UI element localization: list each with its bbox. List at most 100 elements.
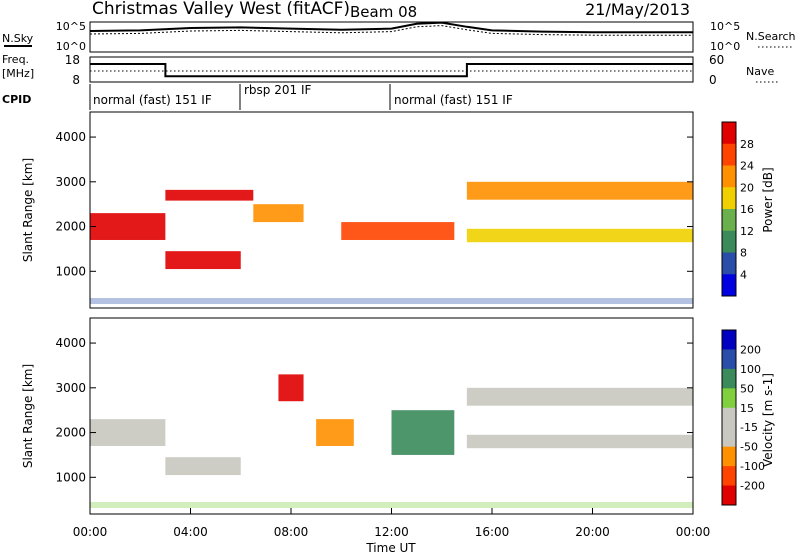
velocity-colorbar-swatch [722, 466, 736, 487]
velocity-colorbar: 200 100 50 15 -15 -50 -100 -200 [721, 329, 765, 506]
velocity-colorbar-tick-label: -200 [740, 480, 765, 493]
heatmap-band [90, 213, 166, 240]
noise-right-label: N.Search [746, 30, 796, 43]
ground-scatter-strip [90, 298, 693, 304]
heatmap-band [466, 434, 693, 449]
power-colorbar-swatch [722, 274, 736, 297]
noise-search-series [89, 25, 693, 36]
velocity-colorbar-swatch [722, 485, 736, 506]
velocity-colorbar-label: Velocity [m s-1] [761, 373, 775, 467]
power-colorbar-swatch [722, 209, 736, 232]
heatmap-band [253, 204, 304, 223]
velocity-colorbar-swatch [722, 388, 736, 409]
noise-right-tick-top: 10^5 [710, 20, 740, 33]
power-colorbar-swatch [722, 230, 736, 253]
heatmap-band [341, 222, 455, 240]
power-colorbar-frame [721, 121, 737, 297]
velocity-colorbar-swatch [722, 368, 736, 389]
power-colorbar-swatch [722, 187, 736, 210]
noise-left-label: N.Sky [2, 32, 34, 45]
heatmap-band [165, 251, 241, 270]
noise-panel-frame [89, 21, 694, 53]
x-tick-label: 12:00 [374, 525, 409, 539]
y-tick-label: 2000 [55, 426, 86, 440]
power-colorbar-label: Power [dB] [761, 167, 775, 232]
nave-label: Nave [746, 65, 774, 78]
freq-left-label-1: Freq. [2, 53, 29, 66]
heatmap-band [466, 181, 693, 200]
freq-series [90, 63, 693, 78]
y-tick-label: 1000 [55, 470, 86, 484]
heatmap-band [90, 419, 166, 446]
velocity-colorbar-tick-label: -50 [740, 441, 758, 454]
x-tick-label: 20:00 [575, 525, 610, 539]
velocity-colorbar-swatch [722, 427, 736, 448]
velocity-colorbar-swatch [722, 349, 736, 370]
noise-left-tick-bottom: 10^0 [56, 40, 86, 53]
power-colorbar-tick-label: 16 [740, 203, 754, 216]
y-tick-label: 2000 [55, 220, 86, 234]
noise-right-tick-bottom: 10^0 [710, 40, 740, 53]
velocity-colorbar-tick-label: 15 [740, 402, 754, 415]
x-axis-ticks: 00:00 04:00 08:00 12:00 16:00 20:00 00:00 [73, 508, 711, 539]
velocity-colorbar-tick-label: -15 [740, 421, 758, 434]
power-colorbar-tick-label: 20 [740, 181, 754, 194]
x-tick-label: 08:00 [274, 525, 309, 539]
velocity-y-label: Slant Range [km] [21, 364, 35, 468]
freq-right-tick-bottom: 0 [709, 73, 717, 87]
noise-left-tick-top: 10^5 [56, 20, 86, 33]
power-colorbar-tick-label: 12 [740, 225, 754, 238]
y-tick-label: 3000 [55, 381, 86, 395]
power-y-ticks: 4000 3000 2000 1000 [55, 130, 693, 278]
freq-right-tick-top: 60 [709, 53, 724, 67]
heatmap-band [165, 189, 254, 201]
noise-sky-series [89, 21, 693, 34]
power-colorbar-tick-label: 28 [740, 138, 754, 151]
velocity-y-ticks: 4000 3000 2000 1000 [55, 336, 693, 484]
x-tick-label: 00:00 [73, 525, 108, 539]
power-colorbar-tick-label: 24 [740, 160, 754, 173]
velocity-colorbar-tick-label: 200 [740, 343, 761, 356]
freq-panel-frame [89, 56, 694, 83]
power-colorbar-swatch [722, 252, 736, 275]
heatmap-band [278, 374, 304, 402]
cpid-segment-1: normal (fast) 151 IF [93, 93, 212, 107]
x-axis-label: Time UT [365, 541, 416, 554]
power-colorbar-swatch [722, 122, 736, 145]
heatmap-band [466, 387, 693, 406]
heatmap-band [391, 410, 455, 455]
velocity-colorbar-frame [721, 329, 737, 506]
freq-left-tick-bottom: 8 [72, 73, 80, 87]
cpid-segment-3: normal (fast) 151 IF [394, 93, 513, 107]
station-title: Christmas Valley West (fitACF) [92, 0, 350, 19]
power-colorbar-tick-label: 8 [740, 247, 747, 260]
heatmap-band [316, 419, 354, 446]
power-colorbar: 28 24 20 16 12 8 4 [721, 121, 754, 297]
y-tick-label: 3000 [55, 175, 86, 189]
velocity-colorbar-swatch [722, 407, 736, 428]
velocity-data-cells [90, 374, 693, 508]
power-colorbar-tick-label: 4 [740, 268, 747, 281]
cpid-label: CPID [2, 93, 31, 106]
velocity-colorbar-tick-label: 50 [740, 382, 754, 395]
velocity-colorbar-swatch [722, 446, 736, 467]
x-tick-label: 00:00 [676, 525, 711, 539]
velocity-colorbar-tick-label: 100 [740, 363, 761, 376]
x-tick-label: 16:00 [475, 525, 510, 539]
ground-scatter-strip [90, 502, 693, 508]
power-data-cells [90, 181, 693, 304]
velocity-colorbar-tick-label: -100 [740, 460, 765, 473]
date-label: 21/May/2013 [585, 0, 690, 19]
power-y-label: Slant Range [km] [21, 158, 35, 262]
cpid-segment-2: rbsp 201 IF [244, 83, 311, 97]
y-tick-label: 4000 [55, 130, 86, 144]
power-colorbar-swatch [722, 143, 736, 166]
power-colorbar-swatch [722, 165, 736, 188]
y-tick-label: 1000 [55, 264, 86, 278]
y-tick-label: 4000 [55, 336, 86, 350]
beam-label: Beam 08 [350, 3, 417, 21]
heatmap-band [466, 228, 693, 243]
freq-left-label-2: [MHz] [2, 67, 34, 80]
